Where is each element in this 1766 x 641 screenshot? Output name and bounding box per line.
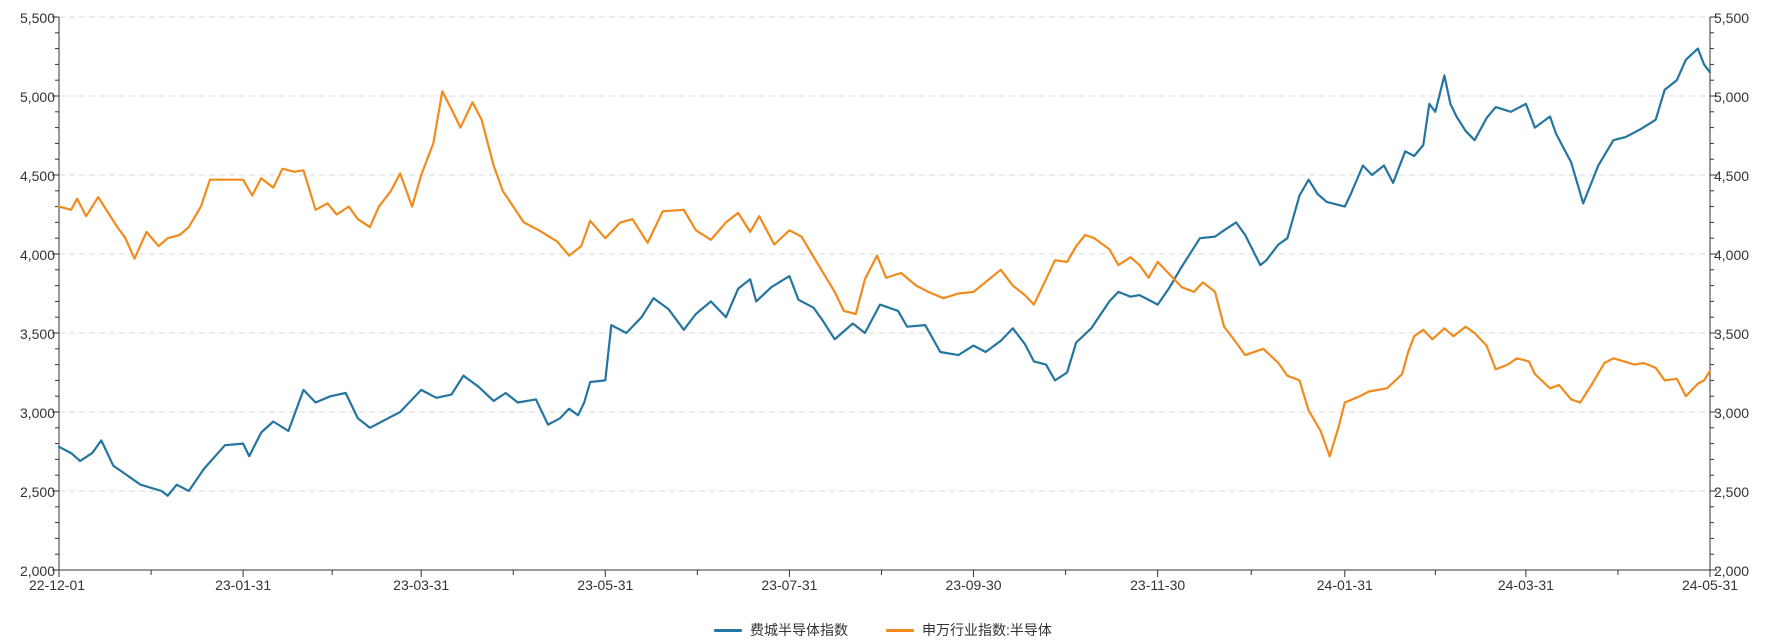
y-tick-label-right: 4,500 (1714, 168, 1749, 184)
series-lines (57, 47, 1712, 497)
y-tick-label-left: 3,000 (20, 405, 55, 421)
x-tick-label: 23-01-31 (215, 577, 271, 593)
series-line-1 (57, 47, 1712, 497)
x-tick-label: 22-12-01 (29, 577, 85, 593)
y-tick-label-left: 4,000 (20, 247, 55, 263)
x-tick-label: 23-09-30 (946, 577, 1002, 593)
series-line-2 (57, 90, 1712, 458)
legend-label-series-2: 申万行业指数:半导体 (922, 622, 1052, 638)
y-tick-label-left: 4,500 (20, 168, 55, 184)
x-tick-label: 24-03-31 (1498, 577, 1554, 593)
x-tick-label: 23-03-31 (393, 577, 449, 593)
legend-item-series-2[interactable]: 申万行业指数:半导体 (886, 620, 1052, 640)
y-tick-label-left: 2,500 (20, 484, 55, 500)
y-tick-label-right: 5,000 (1714, 89, 1749, 105)
gridlines (59, 16, 1710, 492)
legend: 费城半导体指数 申万行业指数:半导体 (0, 620, 1766, 640)
x-tick-label: 23-05-31 (577, 577, 633, 593)
y-tick-label-right: 3,000 (1714, 405, 1749, 421)
x-tick-label: 24-01-31 (1317, 577, 1373, 593)
y-tick-label-left: 3,500 (20, 326, 55, 342)
legend-swatch-series-2 (886, 628, 915, 632)
legend-item-series-1[interactable]: 费城半导体指数 (714, 620, 848, 640)
x-tick-label: 23-07-31 (761, 577, 817, 593)
legend-label-series-1: 费城半导体指数 (750, 622, 849, 638)
y-tick-label-right: 2,500 (1714, 484, 1749, 500)
axes: 2,000 2,000 2,500 2,500 3,000 3,000 3,500 3,500… (20, 10, 1749, 593)
legend-swatch-series-1 (714, 628, 743, 632)
y-tick-label-left: 5,000 (20, 89, 55, 105)
y-tick-label-right: 5,500 (1714, 10, 1749, 26)
y-tick-label-left: 2,000 (20, 563, 55, 579)
y-tick-label-left: 5,500 (20, 10, 55, 26)
y-tick-label-right: 4,000 (1714, 247, 1749, 263)
x-tick-label: 24-05-31 (1682, 577, 1738, 593)
y-tick-label-right: 3,500 (1714, 326, 1749, 342)
y-tick-label-right: 2,000 (1714, 563, 1749, 579)
x-tick-label: 23-11-30 (1130, 577, 1185, 593)
